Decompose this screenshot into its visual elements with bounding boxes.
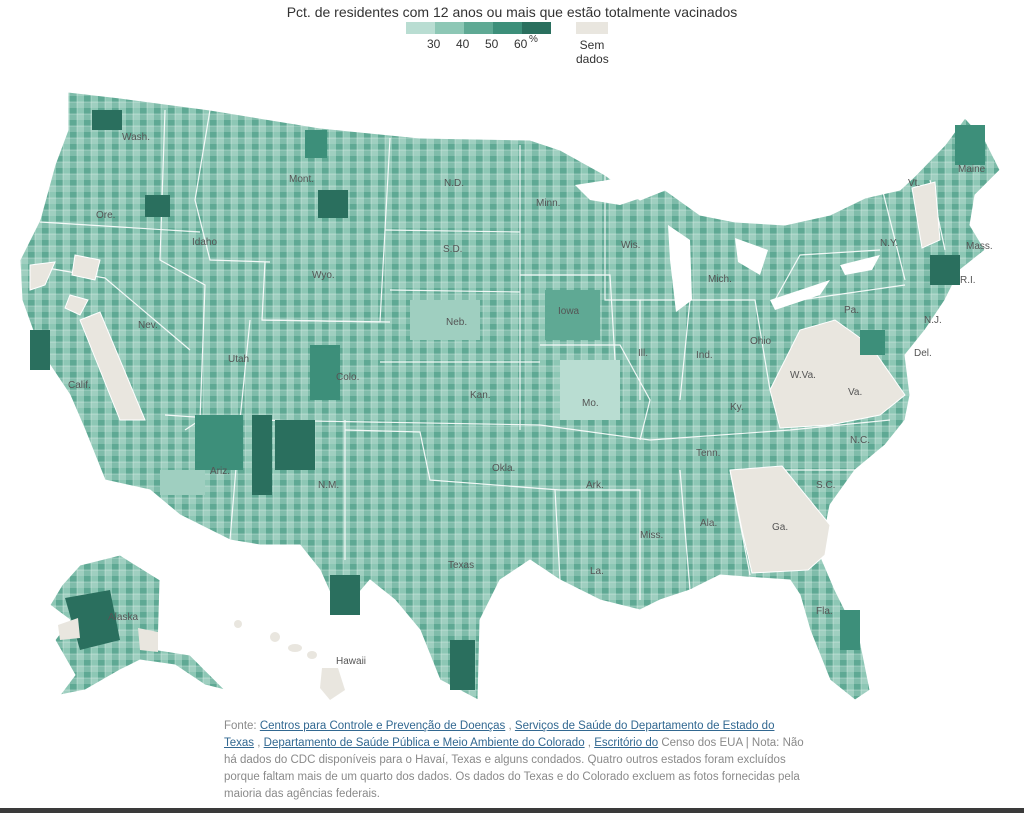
great-lakes	[575, 175, 880, 312]
region-vermont	[911, 181, 941, 249]
source-link-cdc[interactable]: Centros para Controle e Prevenção de Doe…	[259, 720, 506, 732]
label-nm: N.M.	[318, 480, 339, 491]
label-ill: Ill.	[638, 348, 648, 359]
legend-tick: 40	[456, 37, 470, 51]
source-note-text: Censo dos EUA | Nota: Não há dados do CD…	[224, 737, 804, 800]
bottom-bar	[0, 808, 1024, 813]
label-nc: N.C.	[850, 435, 870, 446]
label-kan: Kan.	[470, 390, 491, 401]
region-nevada-north	[71, 254, 101, 281]
alaska-nodata	[58, 618, 80, 640]
source-link-texas[interactable]: Serviços de Saúde do Departamento de Est…	[224, 720, 775, 749]
label-vt: Vt.	[908, 178, 920, 189]
map-title: Pct. de residentes com 12 anos ou mais q…	[286, 4, 738, 20]
label-wyo: Wyo.	[312, 270, 335, 281]
source-note: Fonte: Centros para Controle e Prevenção…	[224, 718, 804, 803]
legend-swatch	[493, 22, 522, 34]
label-neb: Neb.	[446, 317, 467, 328]
no-data-legend: Sem dados	[576, 22, 609, 66]
label-hawaii: Hawaii	[336, 656, 366, 667]
label-mass: Mass.	[966, 241, 993, 252]
hawaii	[234, 620, 345, 700]
label-ind: Ind.	[696, 350, 713, 361]
region-nevada-strip	[79, 311, 146, 421]
label-mo: Mo.	[582, 398, 599, 409]
legend-swatch	[464, 22, 493, 34]
label-fla: Fla.	[816, 606, 833, 617]
label-pa: Pa.	[844, 305, 859, 316]
label-utah: Utah	[228, 354, 249, 365]
label-mich: Mich.	[708, 274, 732, 285]
label-wva: W.Va.	[790, 370, 816, 381]
label-tenn: Tenn.	[696, 448, 720, 459]
label-ga: Ga.	[772, 522, 788, 533]
source-separator: ,	[587, 737, 591, 749]
label-wis: Wis.	[621, 240, 640, 251]
region-nevada-small	[64, 294, 89, 316]
region-georgia	[729, 465, 831, 574]
legend-tick: 50	[485, 37, 499, 51]
label-nd: N.D.	[444, 178, 464, 189]
region-calif-north	[29, 261, 56, 291]
legend-swatch	[406, 22, 435, 34]
legend-tick: 30	[427, 37, 441, 51]
alaska	[49, 554, 227, 696]
label-mont: Mont.	[289, 174, 314, 185]
no-data-swatch	[576, 22, 608, 34]
label-miss: Miss.	[640, 530, 663, 541]
label-ky: Ky.	[730, 402, 744, 413]
no-data-label: dados	[576, 52, 609, 66]
no-data-label: Sem	[579, 38, 605, 52]
label-calif: Calif.	[68, 380, 91, 391]
label-va: Va.	[848, 387, 862, 398]
label-nev: Nev.	[138, 320, 158, 331]
label-alaska: Alaska	[108, 612, 138, 623]
legend-swatch	[435, 22, 464, 34]
label-texas: Texas	[448, 560, 474, 571]
label-sd: S.D.	[443, 244, 462, 255]
high-coverage-clusters	[30, 110, 985, 690]
label-colo: Colo.	[336, 372, 359, 383]
label-iowa: Iowa	[558, 306, 580, 317]
label-ri: R.I.	[960, 275, 976, 286]
source-separator: ,	[508, 720, 512, 732]
label-okla: Okla.	[492, 463, 515, 474]
label-del: Del.	[914, 348, 932, 359]
label-ohio: Ohio	[750, 336, 772, 347]
source-separator: ,	[257, 737, 261, 749]
label-sc: S.C.	[816, 480, 835, 491]
label-wash: Wash.	[122, 132, 150, 143]
label-nj: N.J.	[924, 315, 942, 326]
label-ore: Ore.	[96, 210, 115, 221]
legend-swatch	[522, 22, 551, 34]
label-minn: Minn.	[536, 198, 560, 209]
legend-tick: 60	[514, 37, 528, 51]
alaska-nodata-east	[138, 628, 158, 652]
legend-ramp	[406, 22, 551, 34]
source-prefix: Fonte:	[224, 720, 257, 732]
label-ark: Ark.	[586, 480, 604, 491]
source-link-census[interactable]: Escritório do	[594, 737, 659, 749]
label-ariz: Ariz.	[210, 466, 230, 477]
label-maine: Maine	[958, 164, 986, 175]
legend-unit: %	[529, 34, 538, 45]
label-la: La.	[590, 566, 604, 577]
color-legend: 30 40 50 60 %	[406, 22, 551, 51]
label-idaho: Idaho	[192, 237, 217, 248]
source-link-colorado[interactable]: Departamento de Saúde Pública e Meio Amb…	[263, 737, 585, 749]
label-ala: Ala.	[700, 518, 717, 529]
label-ny: N.Y.	[880, 238, 898, 249]
